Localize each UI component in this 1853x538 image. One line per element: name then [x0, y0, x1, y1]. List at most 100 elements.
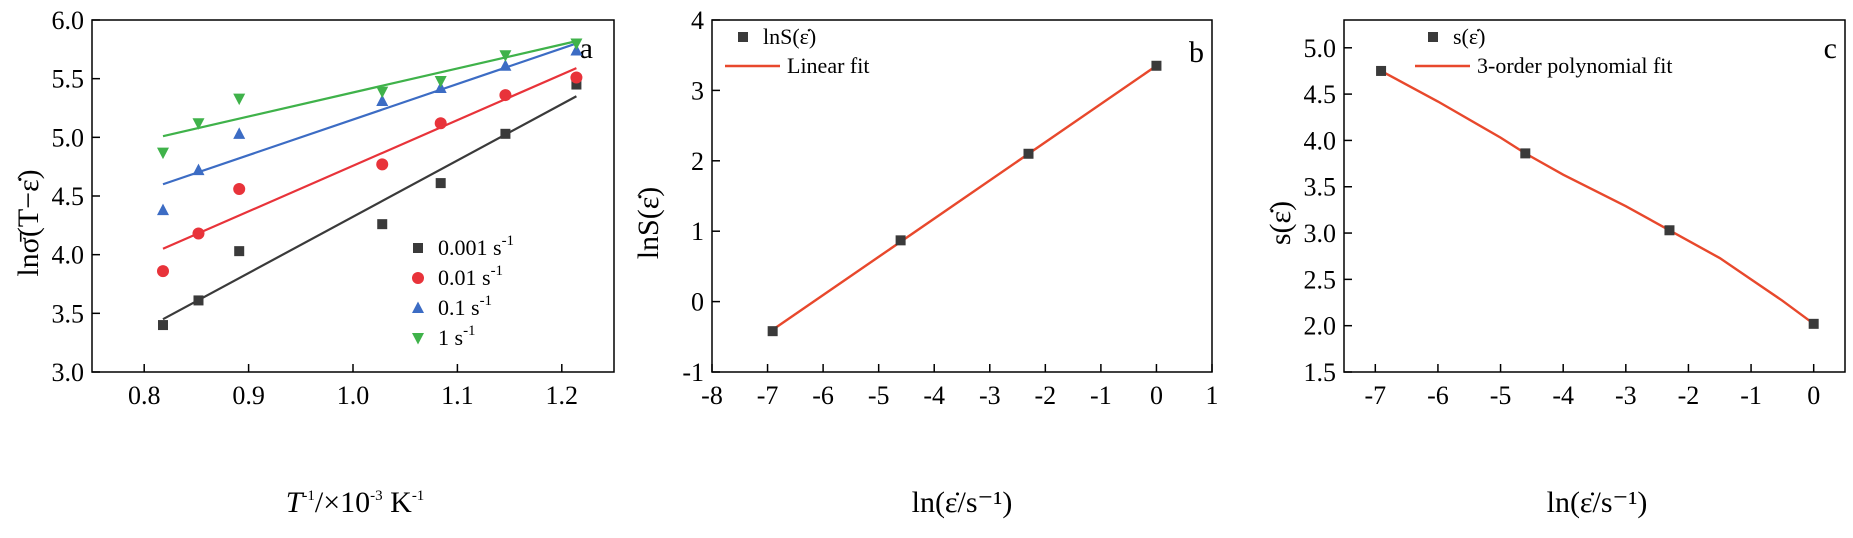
panel-a-y-axis-label: lnσ̄(T−ε̇)	[12, 169, 45, 276]
panel-a-data-point	[233, 182, 246, 195]
panel-c-legend-label: s(ε̇)	[1453, 24, 1485, 49]
panel-a-y-tick-label: 3.5	[52, 299, 85, 328]
panel-b-legend-label: Linear fit	[787, 53, 869, 78]
panel-a-fit-line-2	[162, 42, 577, 186]
panel-a-data-point	[434, 117, 447, 130]
panel-c-y-tick-label: 4.5	[1304, 80, 1337, 109]
panel-a-data-point	[156, 265, 169, 278]
panel-b-y-tick-label: 1	[691, 217, 704, 246]
panel-b-x-tick-label: -6	[812, 381, 834, 410]
panel-b-x-tick-label: -7	[757, 381, 779, 410]
panel-a-data-point	[234, 246, 245, 257]
panel-a-data-point	[499, 89, 512, 102]
panel-a-data-point	[499, 50, 512, 62]
panel-c-data-point	[1520, 148, 1531, 159]
panel-a-y-tick-label: 4.5	[52, 182, 85, 211]
panel-c-y-tick-label: 5.0	[1304, 34, 1337, 63]
panel-c-y-tick-label: 2.5	[1304, 265, 1337, 294]
panel-a-legend-label: 0.01 s-1	[438, 263, 503, 290]
panel-a-data-point	[192, 118, 205, 130]
panel-a-y-tick-label: 5.0	[52, 123, 85, 152]
panel-b-y-axis-label: lnS(ε̇)	[632, 187, 665, 260]
panel-a-fit-line-3	[162, 40, 577, 138]
panel-a-data-point	[500, 128, 511, 139]
panel-a-x-tick-label: 0.9	[232, 381, 265, 410]
panel-a-data-point	[376, 158, 389, 171]
panel-b-data-point	[1151, 60, 1162, 71]
panel-b-x-tick-label: -4	[923, 381, 945, 410]
panel-b-legend-marker	[738, 32, 748, 42]
panel-a-data-point	[435, 178, 446, 189]
panel-a-chart: a lnσ̄(T−ε̇) T-1/×10-3 K-1 0.8 0.9 1.0 1.1 1…	[12, 6, 615, 519]
panel-c-x-tick-label: -1	[1740, 381, 1762, 410]
panel-a-data-point	[376, 86, 389, 99]
panel-c-legend-label: 3-order polynomial fit	[1477, 53, 1673, 78]
panel-b-y-tick-label: -1	[682, 358, 704, 387]
panel-a-data-point	[570, 38, 583, 50]
panel-b-letter: b	[1189, 36, 1204, 69]
panel-a-data-point	[377, 219, 388, 230]
panel-b-x-tick-label: -2	[1034, 381, 1056, 410]
panel-a-fit-line-0	[162, 95, 577, 321]
panel-a-data-point	[233, 127, 246, 139]
panel-c-y-tick-label: 2.0	[1304, 312, 1337, 341]
panel-c-y-tick-label: 3.5	[1304, 173, 1337, 202]
panel-a-data-point	[571, 79, 582, 90]
panel-c-y-tick-label: 4.0	[1304, 126, 1337, 155]
panel-b-y-tick-label: 3	[691, 76, 704, 105]
panel-a-legend-marker	[412, 301, 424, 313]
panel-a-data-point	[233, 93, 246, 106]
panel-a-x-axis-label: T-1/×10-3 K-1	[286, 486, 425, 519]
panel-a-letter: a	[580, 32, 593, 65]
panel-c-x-tick-label: -4	[1552, 381, 1574, 410]
panel-b-plot-frame	[711, 19, 1213, 373]
panel-a-data-point	[192, 163, 205, 176]
panel-b-x-tick-label: -8	[701, 381, 723, 410]
panel-b-x-tick-label: -1	[1090, 381, 1112, 410]
panel-a-x-tick-label: 1.2	[546, 381, 579, 410]
panel-c-x-tick-label: -2	[1678, 381, 1700, 410]
panel-a-fit-line-1	[162, 67, 577, 250]
panel-a-data-point	[192, 227, 205, 240]
panel-c-fit-line	[1380, 69, 1815, 325]
panel-a-legend-label: 0.001 s-1	[438, 233, 514, 260]
panel-b-y-tick-label: 2	[691, 147, 704, 176]
panel-c-data-point	[1664, 225, 1675, 236]
panel-a-data-point	[434, 76, 447, 88]
panel-a-legend-marker	[413, 243, 423, 253]
panel-b-x-tick-label: -3	[979, 381, 1001, 410]
panel-c-x-tick-label: -6	[1427, 381, 1449, 410]
panel-b-x-tick-label: 1	[1206, 381, 1219, 410]
panel-a-y-tick-label: 4.0	[52, 241, 85, 270]
panel-b-x-tick-label: 0	[1150, 381, 1163, 410]
panel-b-data-point	[767, 326, 778, 337]
panel-b-x-tick-label: -5	[868, 381, 890, 410]
panel-b-fit-line	[771, 64, 1158, 331]
panel-b-data-point	[895, 235, 906, 246]
panel-a-data-point	[570, 71, 583, 84]
panel-c-legend-marker	[1428, 32, 1438, 42]
panel-c-letter: c	[1824, 32, 1837, 65]
panel-c-y-tick-label: 3.0	[1304, 219, 1337, 248]
panel-a-data-point	[499, 59, 512, 71]
panel-c-chart: c s(ε̇) ln(ε̇/s⁻¹) -7 -6 -5 -4 -3 -2 -1 0 1.5 2.0…	[1264, 19, 1846, 519]
panel-a-data-point	[156, 203, 169, 216]
panel-c-y-axis-label: s(ε̇)	[1264, 201, 1297, 245]
panel-c-y-tick-label: 1.5	[1304, 358, 1337, 387]
panel-c-data-point	[1376, 65, 1387, 76]
panel-a-legend-marker	[412, 333, 424, 345]
panel-a-data-point	[156, 147, 169, 160]
panel-b-chart: b lnS(ε̇) ln(ε̇/s⁻¹) -8 -7 -6 -5 -4 -3 -2 -1 0 1 -…	[632, 6, 1219, 519]
panel-c-data-point	[1808, 318, 1819, 329]
panel-b-x-axis-label: ln(ε̇/s⁻¹)	[912, 486, 1013, 519]
panel-a-x-tick-label: 0.8	[128, 381, 161, 410]
panel-a-data-point	[376, 94, 389, 106]
panel-c-plot-frame	[1343, 19, 1846, 373]
panel-a-plot-frame	[91, 19, 615, 373]
panel-b-y-tick-label: 4	[691, 6, 704, 35]
panel-b-y-tick-label: 0	[691, 288, 704, 317]
panel-c-x-tick-label: -3	[1615, 381, 1637, 410]
panel-a-x-tick-label: 1.1	[441, 381, 474, 410]
panel-a-data-point	[157, 320, 168, 331]
